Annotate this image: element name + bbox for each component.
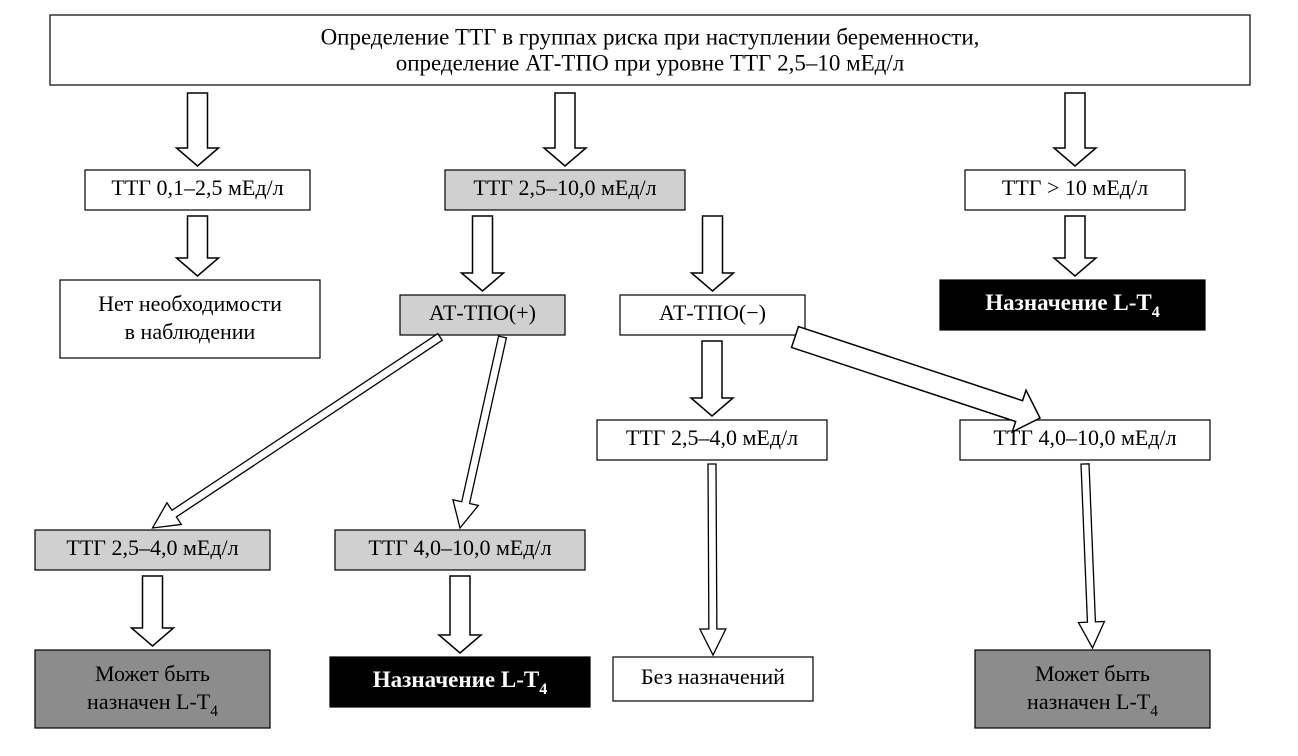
arrow-long	[453, 336, 506, 528]
top-line2: определение АТ-ТПО при уровне ТТГ 2,5–10…	[396, 50, 905, 75]
label: в наблюдении	[125, 319, 256, 344]
arrow-down	[177, 93, 219, 166]
label: ТТГ 2,5–10,0 мЕд/л	[473, 175, 656, 200]
arrow-down	[691, 341, 733, 416]
label: Может быть	[1035, 661, 1150, 686]
flowchart-canvas: Определение ТТГ в группах риска при наст…	[0, 0, 1298, 756]
label: ТТГ 4,0–10,0 мЕд/л	[368, 535, 551, 560]
arrow-down	[1054, 216, 1096, 276]
label: АТ-ТПО(+)	[429, 300, 536, 325]
label: ТТГ 4,0–10,0 мЕд/л	[993, 425, 1176, 450]
label: ТТГ 2,5–4,0 мЕд/л	[66, 535, 238, 560]
label: Нет необходимости	[98, 291, 282, 316]
arrow-long	[153, 334, 443, 528]
label: Без назначений	[641, 664, 785, 689]
arrow-down	[177, 216, 219, 276]
arrow-long	[700, 464, 726, 655]
arrow-down	[692, 216, 734, 291]
arrow-down	[439, 576, 481, 653]
label: ТТГ 2,5–4,0 мЕд/л	[626, 425, 798, 450]
label: ТТГ > 10 мЕд/л	[1002, 175, 1148, 200]
arrow-long	[1078, 464, 1104, 648]
arrow-down	[1054, 93, 1096, 166]
arrow-down	[544, 93, 586, 166]
arrow-angled	[792, 327, 1040, 432]
arrow-down	[462, 216, 504, 291]
label: ТТГ 0,1–2,5 мЕд/л	[111, 175, 283, 200]
label: АТ-ТПО(−)	[659, 300, 766, 325]
top-line1: Определение ТТГ в группах риска при наст…	[321, 24, 980, 49]
arrow-down	[132, 576, 174, 646]
label: Может быть	[95, 661, 210, 686]
